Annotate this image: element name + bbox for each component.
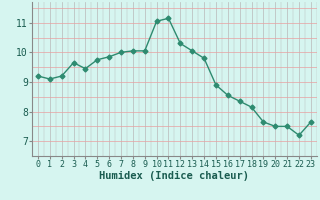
X-axis label: Humidex (Indice chaleur): Humidex (Indice chaleur) <box>100 171 249 181</box>
